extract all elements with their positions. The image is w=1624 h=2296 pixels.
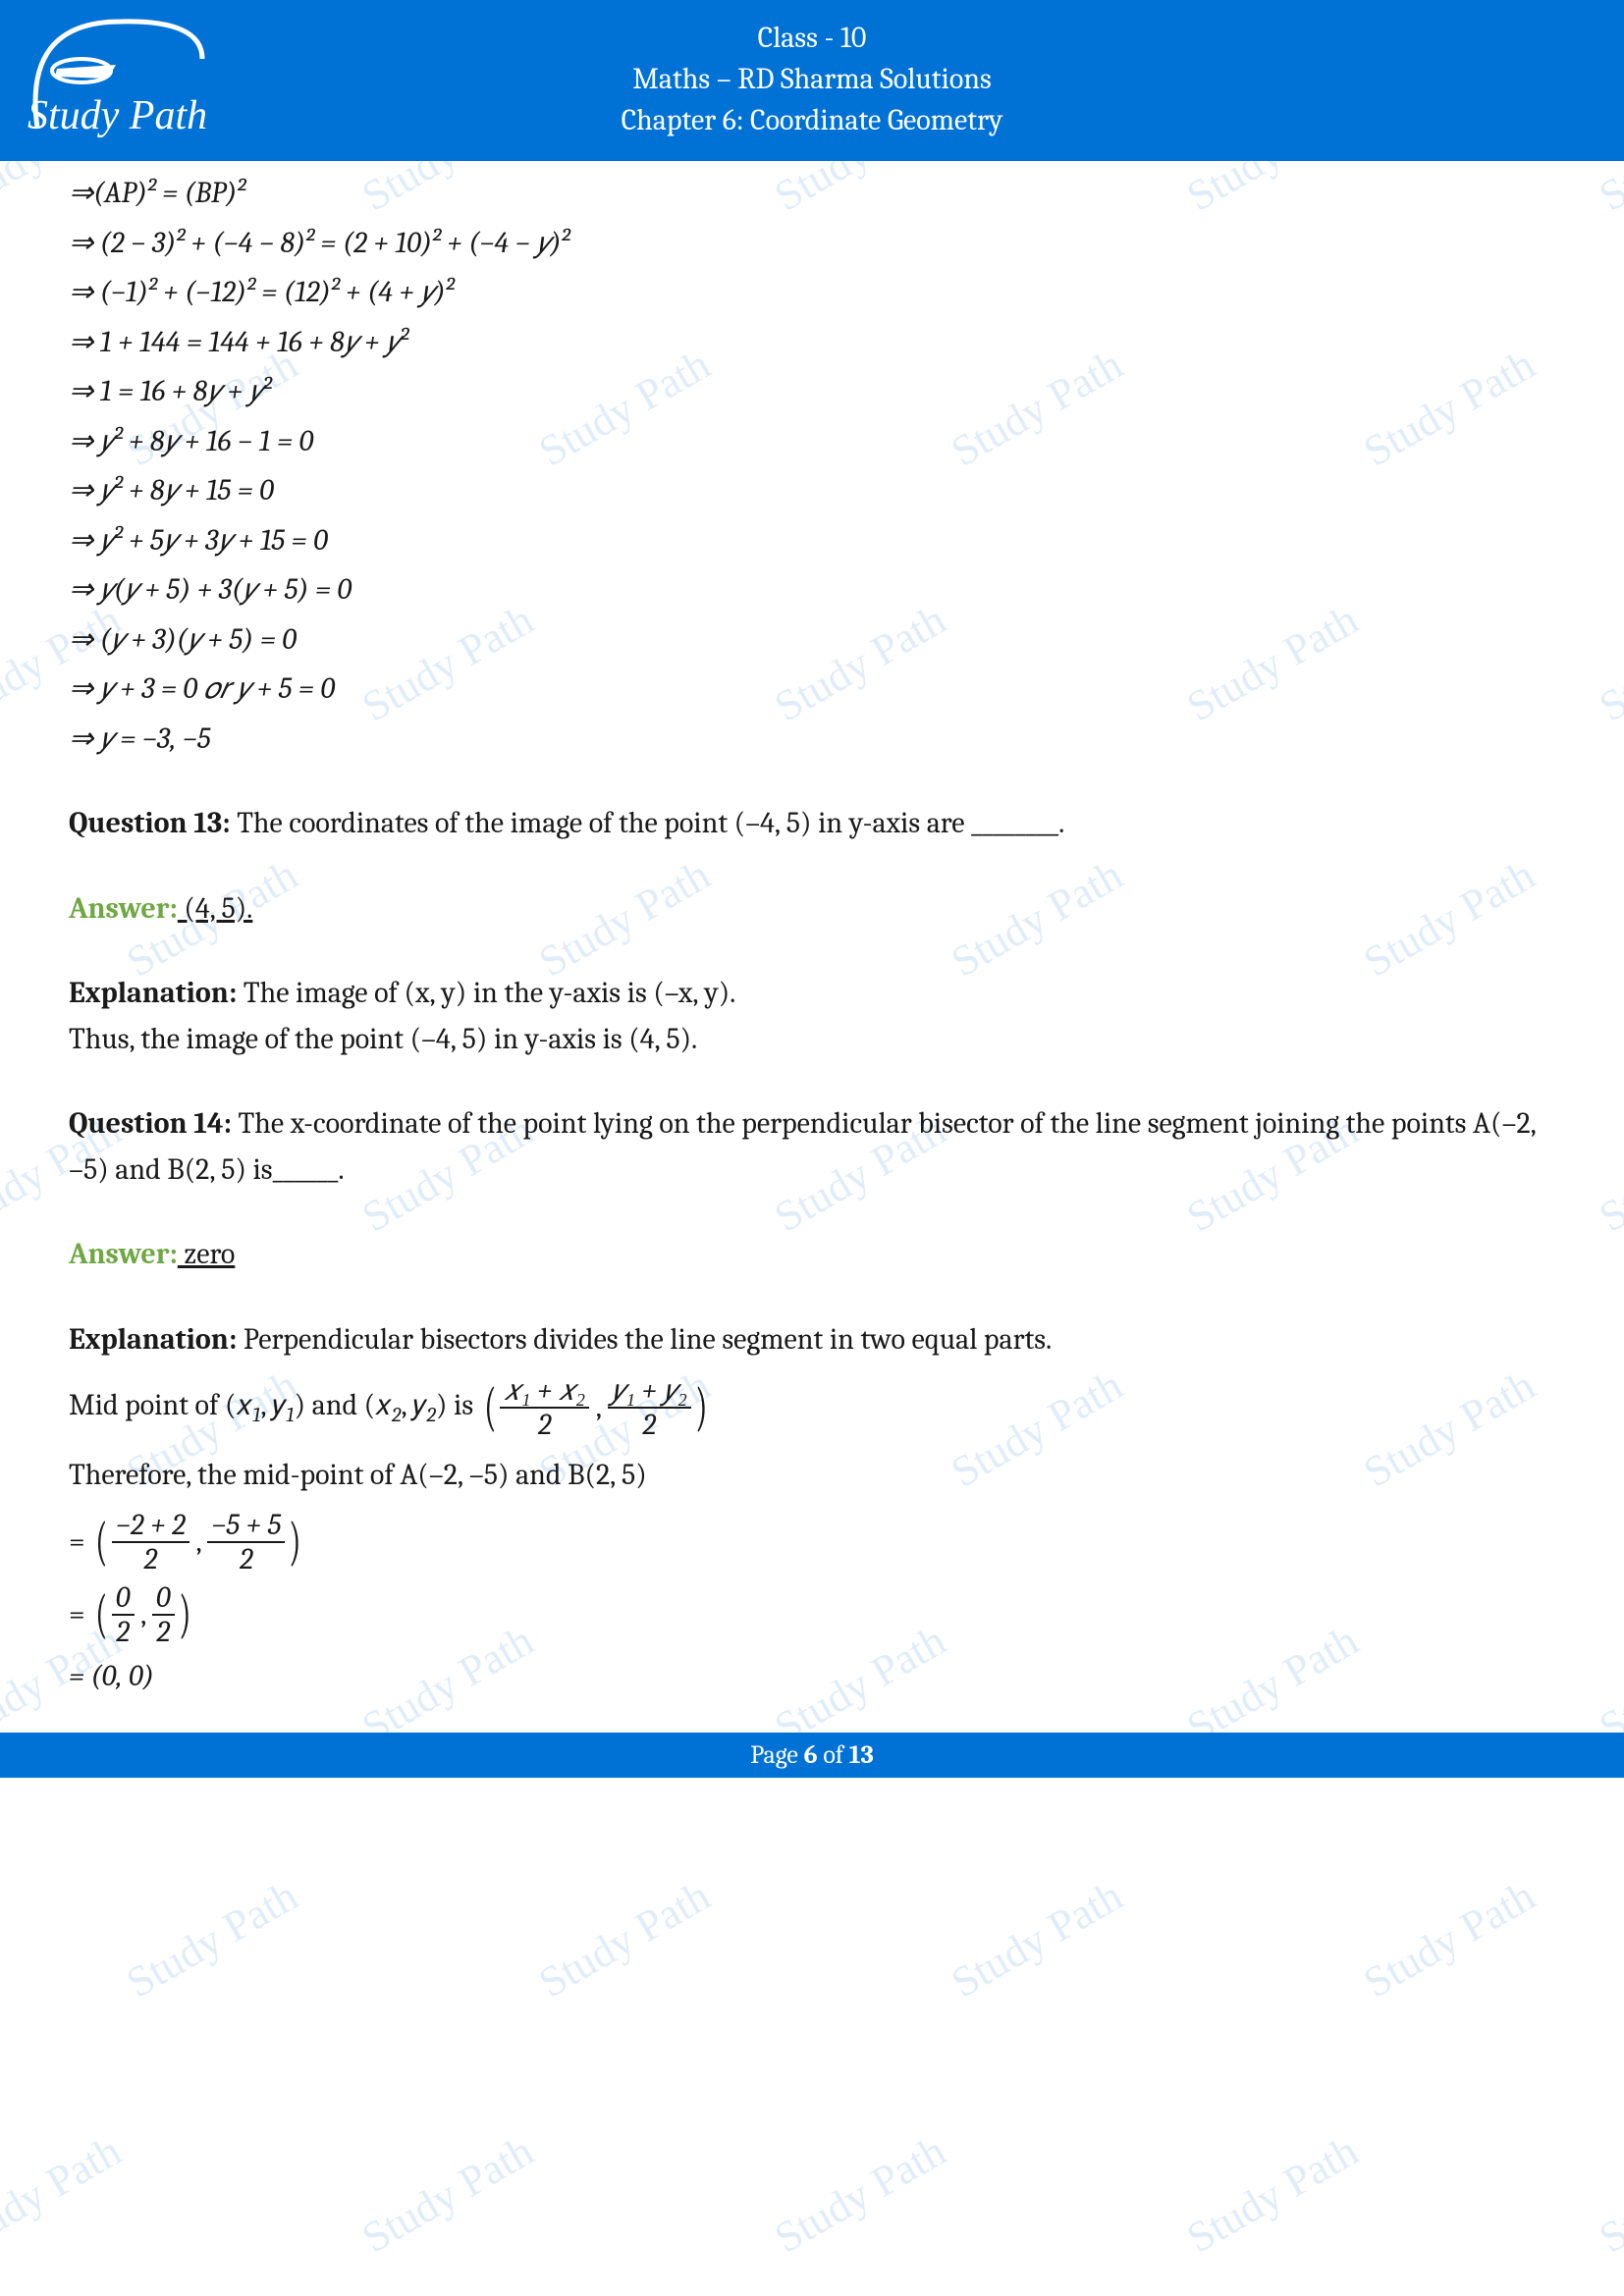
page-header: Study Path Class - 10 Maths – RD Sharma … (0, 0, 1624, 161)
explanation-14: Explanation: Perpendicular bisectors div… (69, 1317, 1555, 1363)
watermark-text: Study Path (353, 2125, 542, 2263)
formula-text: Mid point of (𝑥 (69, 1388, 252, 1422)
calc-step: = (02 , 02) (69, 1581, 1555, 1648)
math-step: ⇒ 𝑦² + 8𝑦 + 16 − 1 = 0 (69, 419, 1555, 465)
header-chapter: Chapter 6: Coordinate Geometry (0, 100, 1624, 141)
question-label: Question 14: (69, 1106, 232, 1141)
answer-13: Answer: (4, 5). (69, 886, 1555, 933)
math-step: ⇒ 1 = 16 + 8𝑦 + 𝑦² (69, 369, 1555, 415)
explanation-13: Explanation: The image of (x, y) in the … (69, 971, 1555, 1017)
fraction: 𝑥₁ + 𝑥₂2 (500, 1374, 589, 1441)
watermark-text: Study Path (1591, 2125, 1624, 2263)
brand-logo: Study Path (27, 12, 224, 139)
calc-step: = (−2 + 22 , −5 + 52) (69, 1509, 1555, 1575)
explanation-line: The image of (x, y) in the y-axis is (–x… (237, 976, 735, 1010)
formula-text: , 𝑦 (260, 1388, 286, 1422)
math-step: ⇒ 1 + 144 = 144 + 16 + 8𝑦 + 𝑦² (69, 320, 1555, 366)
answer-label: Answer: (69, 891, 178, 926)
math-step: ⇒ 𝑦² + 5𝑦 + 3𝑦 + 15 = 0 (69, 518, 1555, 564)
fraction: 𝑦₁ + 𝑦₂2 (608, 1374, 691, 1441)
page-number: 6 (804, 1740, 818, 1770)
math-step: ⇒ 𝑦² + 8𝑦 + 15 = 0 (69, 468, 1555, 514)
watermark-text: Study Path (0, 2125, 130, 2263)
formula-text: ) is (436, 1388, 480, 1422)
math-step: ⇒(AP)² = (BP)² (69, 171, 1555, 217)
explanation-label: Explanation: (69, 976, 237, 1010)
page-footer: Page 6 of 13 (0, 1733, 1624, 1778)
formula-text: , 𝑦 (401, 1388, 426, 1422)
question-text: The x-coordinate of the point lying on t… (69, 1106, 1536, 1187)
math-step: ⇒ (𝑦 + 3)(𝑦 + 5) = 0 (69, 617, 1555, 664)
question-text: The coordinates of the image of the poin… (231, 806, 1065, 840)
answer-14: Answer: zero (69, 1232, 1555, 1278)
logo-text: Study Path (27, 92, 207, 139)
watermark-text: Study Path (1178, 2125, 1367, 2263)
header-class: Class - 10 (0, 18, 1624, 59)
header-subject: Maths – RD Sharma Solutions (0, 59, 1624, 100)
question-label: Question 13: (69, 806, 231, 840)
footer-prefix: Page (750, 1740, 803, 1770)
formula-text: ) and (𝑥 (295, 1388, 392, 1422)
fraction: 02 (112, 1581, 135, 1648)
midpoint-formula: Mid point of (𝑥1, 𝑦1) and (𝑥2, 𝑦2) is (𝑥… (69, 1374, 1555, 1441)
math-step: ⇒ (−1)² + (−12)² = (12)² + (4 + 𝑦)² (69, 270, 1555, 316)
fraction: −5 + 52 (207, 1509, 285, 1575)
answer-text: (4, 5). (178, 891, 253, 926)
watermark-text: Study Path (943, 1870, 1131, 2007)
math-step: ⇒ 𝑦 = −3, −5 (69, 717, 1555, 763)
therefore-line: Therefore, the mid-point of A(–2, –5) an… (69, 1453, 1555, 1499)
fraction: −2 + 22 (112, 1509, 189, 1575)
explanation-line: Thus, the image of the point (–4, 5) in … (69, 1017, 1555, 1063)
answer-label: Answer: (69, 1237, 178, 1271)
math-step: ⇒ 𝑦(𝑦 + 5) + 3(𝑦 + 5) = 0 (69, 567, 1555, 614)
explanation-label: Explanation: (69, 1322, 237, 1357)
watermark-text: Study Path (118, 1870, 306, 2007)
page-content: ⇒(AP)² = (BP)² ⇒ (2 − 3)² + (−4 − 8)² = … (0, 161, 1624, 1733)
calc-step: = (0, 0) (69, 1654, 1555, 1700)
math-step: ⇒ 𝑦 + 3 = 0 𝑜𝑟 𝑦 + 5 = 0 (69, 667, 1555, 713)
watermark-text: Study Path (1355, 1870, 1543, 2007)
explanation-line: Perpendicular bisectors divides the line… (237, 1322, 1052, 1357)
watermark-text: Study Path (766, 2125, 954, 2263)
answer-text: zero (178, 1237, 236, 1271)
watermark-text: Study Path (530, 1870, 719, 2007)
question-14: Question 14: The x-coordinate of the poi… (69, 1101, 1555, 1193)
footer-middle: of (818, 1740, 849, 1770)
fraction: 02 (152, 1581, 175, 1648)
page-total: 13 (849, 1740, 874, 1770)
question-13: Question 13: The coordinates of the imag… (69, 801, 1555, 847)
math-step: ⇒ (2 − 3)² + (−4 − 8)² = (2 + 10)² + (−4… (69, 221, 1555, 267)
